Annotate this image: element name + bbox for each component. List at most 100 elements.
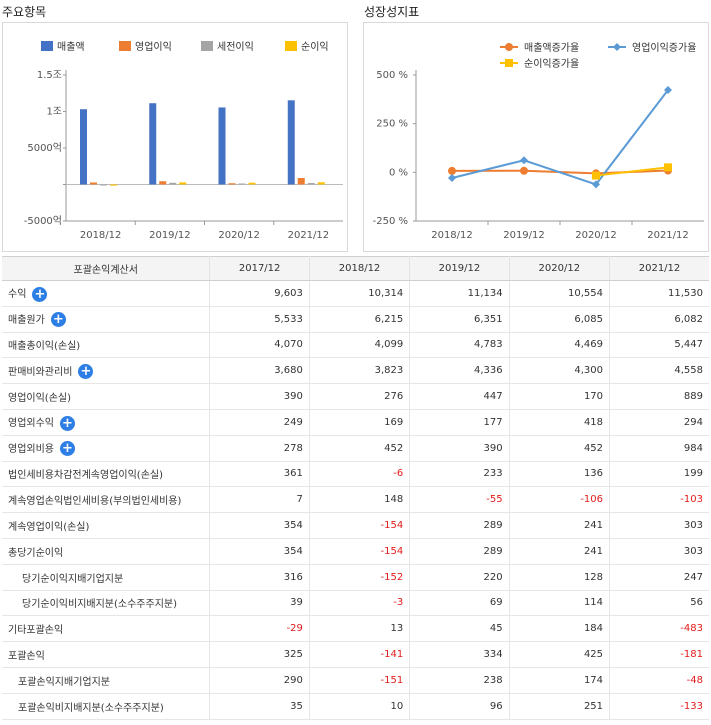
value-cell: 249 — [209, 409, 310, 436]
value-cell: 447 — [409, 383, 510, 410]
value-cell: 3,680 — [209, 357, 310, 385]
table-row: 포괄손익지배기업지분 290 -151 238 174 -48 — [2, 667, 709, 694]
value-cell: 4,300 — [509, 357, 611, 385]
value-cell: 241 — [509, 538, 611, 565]
legend-marker — [505, 59, 513, 67]
value-cell: -151 — [309, 667, 411, 694]
value-cell: 354 — [209, 512, 310, 539]
value-cell: 294 — [609, 409, 709, 436]
value-cell: 10,314 — [309, 280, 411, 307]
header-statement: 포괄손익계산서 — [2, 256, 211, 281]
value-cell: 35 — [209, 693, 310, 720]
value-cell: 289 — [409, 538, 510, 565]
bar — [100, 184, 107, 186]
value-cell: 6,085 — [509, 306, 611, 333]
value-cell: 238 — [409, 667, 510, 694]
value-cell: 3,823 — [309, 357, 411, 385]
row-label-cell: 계속영업이익(손실) — [2, 512, 211, 539]
value-cell: 418 — [509, 409, 611, 436]
row-label-cell: 포괄손익지배기업지분 — [2, 667, 211, 694]
main-items-chart-svg: 매출액 영업이익 세전이익 순이익 1.5조 1조 5000억 -5000억 2018/12 20… — [24, 40, 343, 241]
row-label-cell: 당기순이익비지배지분(소수주주지분) — [2, 590, 211, 617]
x-tick-label: 2018/12 — [80, 230, 122, 241]
value-cell: 128 — [509, 564, 611, 591]
value-cell: 278 — [209, 435, 310, 462]
table-row: 계속영업이익(손실) 354 -154 289 241 303 — [2, 512, 709, 539]
value-cell: 425 — [509, 641, 611, 668]
value-cell: -48 — [609, 667, 709, 694]
x-tick-label: 2021/12 — [647, 230, 689, 241]
data-point — [448, 166, 456, 175]
value-cell: 4,469 — [509, 332, 611, 359]
value-cell: 334 — [409, 641, 510, 668]
row-label: 포괄손익지배기업지분 — [18, 676, 110, 688]
row-label-cell: 포괄손익 — [2, 641, 211, 668]
value-cell: 69 — [409, 590, 510, 617]
table-row: 법인세비용차감전계속영업이익(손실) 361 -6 233 136 199 — [2, 461, 709, 488]
expand-plus-icon[interactable]: + — [32, 286, 48, 302]
y-tick-label: 500 % — [376, 70, 408, 81]
bar — [90, 182, 97, 185]
bar — [297, 178, 305, 185]
table-header-row: 포괄손익계산서 2017/12 2018/12 2019/12 2020/12 … — [2, 256, 709, 281]
expand-plus-icon[interactable]: + — [50, 312, 66, 328]
legend-label: 순이익 — [301, 41, 329, 53]
value-cell: 136 — [509, 461, 611, 488]
table-row: 계속영업손익법인세비용(부의법인세비용) 7 148 -55 -106 -103 — [2, 486, 709, 514]
table-row: 영업외수익 +249 169 177 418 294 — [2, 409, 709, 436]
table-row: 포괄손익비지배지분(소수주주지분) 35 10 96 251 -133 — [2, 693, 709, 720]
expand-plus-icon[interactable]: + — [78, 364, 94, 380]
value-cell: 10 — [309, 693, 411, 720]
row-label: 계속영업손익법인세비용(부의법인세비용) — [8, 496, 182, 508]
value-cell: 241 — [509, 512, 611, 539]
value-cell: 303 — [609, 512, 709, 539]
data-point — [448, 174, 456, 183]
value-cell: 4,558 — [609, 357, 709, 385]
row-label-cell: 판매비와관리비 + — [2, 357, 211, 385]
table-row: 포괄손익 325 -141 334 425 -181 — [2, 641, 709, 668]
value-cell: 39 — [209, 590, 310, 617]
row-label: 영업외수익 — [8, 418, 54, 430]
value-cell: 290 — [209, 667, 310, 694]
bar — [110, 184, 117, 186]
value-cell: 325 — [209, 641, 310, 668]
y-tick-label: 1조 — [46, 107, 62, 118]
value-cell: -103 — [609, 486, 709, 514]
value-cell: -154 — [309, 512, 411, 539]
value-cell: 220 — [409, 564, 510, 591]
row-label: 포괄손익비지배지분(소수주주지분) — [18, 702, 164, 714]
value-cell: 174 — [509, 667, 611, 694]
row-label-cell: 기타포괄손익 — [2, 615, 211, 643]
legend-label: 매출액증가율 — [524, 42, 579, 54]
value-cell: 7 — [209, 486, 310, 514]
row-label-cell: 법인세비용차감전계속영업이익(손실) — [2, 461, 211, 488]
bar — [169, 182, 177, 185]
value-cell: 452 — [309, 435, 411, 462]
data-point — [592, 171, 600, 180]
row-label-cell: 수익 + — [2, 280, 211, 307]
expand-plus-icon[interactable]: + — [60, 415, 75, 431]
value-cell: 114 — [509, 590, 611, 617]
legend-swatch — [285, 41, 297, 51]
row-label: 영업외비용 — [8, 443, 54, 455]
bar — [317, 182, 325, 185]
value-cell: 4,099 — [309, 332, 411, 359]
row-label-cell: 영업외비용 + — [2, 435, 211, 462]
y-tick-label: 1.5조 — [37, 70, 62, 81]
expand-plus-icon[interactable]: + — [60, 441, 75, 457]
row-label: 법인세비용차감전계속영업이익(손실) — [8, 470, 164, 482]
bar — [287, 100, 295, 185]
row-label: 포괄손익 — [8, 651, 45, 663]
row-label-cell: 매출총이익(손실) — [2, 332, 211, 359]
value-cell: 251 — [509, 693, 611, 720]
row-label: 총당기순이익 — [8, 547, 64, 559]
value-cell: 303 — [609, 538, 709, 565]
value-cell: 354 — [209, 538, 310, 565]
value-cell: -133 — [609, 693, 709, 720]
value-cell: 984 — [609, 435, 709, 462]
legend-swatch — [201, 41, 213, 51]
x-tick-label: 2020/12 — [575, 230, 617, 241]
value-cell: 6,215 — [309, 306, 411, 333]
value-cell: 9,603 — [209, 280, 310, 307]
